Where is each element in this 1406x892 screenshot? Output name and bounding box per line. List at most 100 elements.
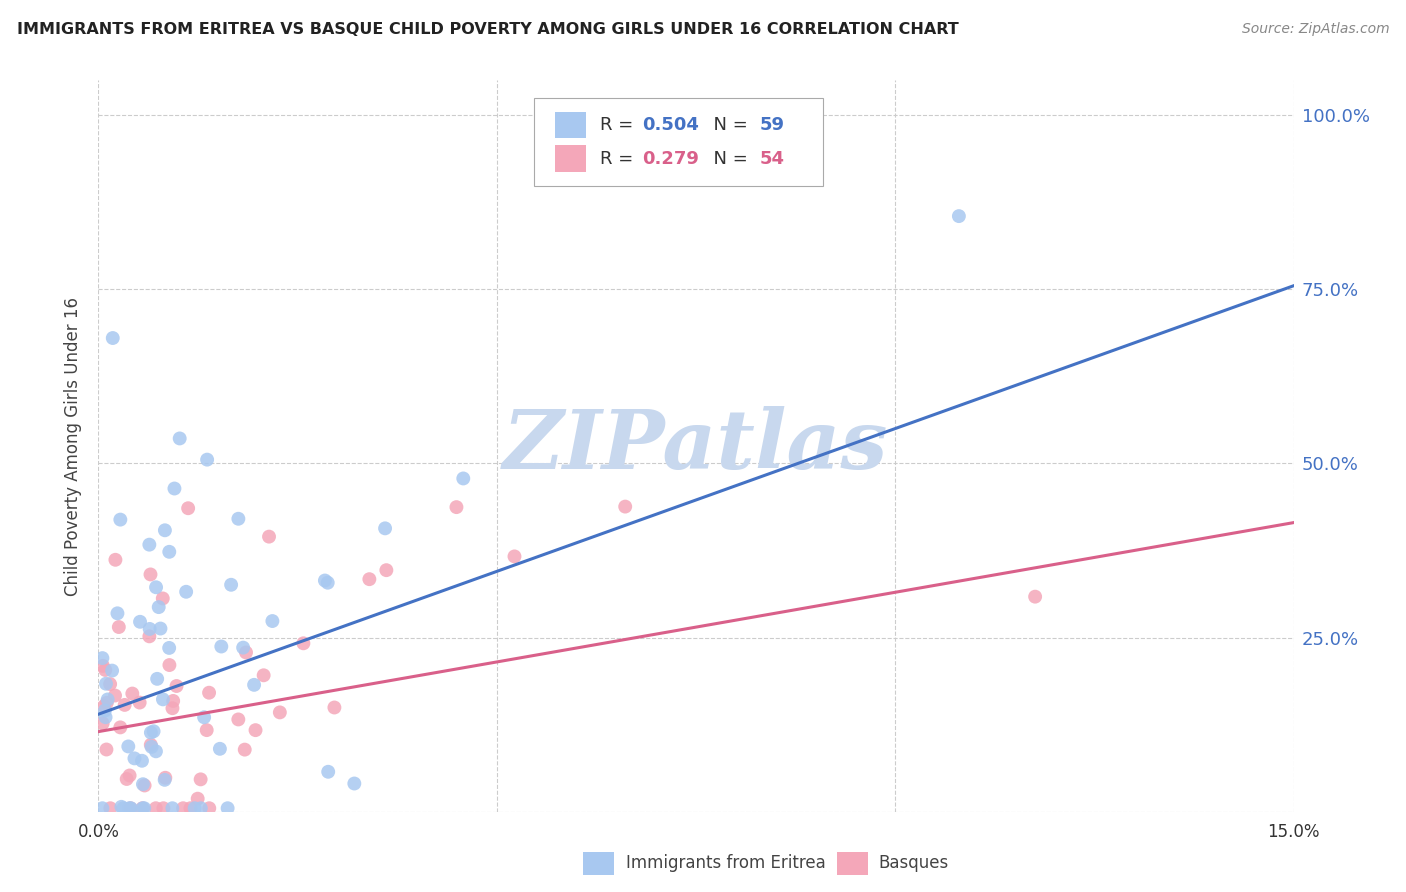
Point: [98, 801, 121, 815]
Point: [198, 686, 221, 700]
Point: [209, 640, 232, 654]
Point: [217, 801, 239, 815]
Point: [323, 700, 346, 714]
Point: [132, 777, 155, 791]
Point: [97, 692, 120, 706]
Point: [91, 651, 114, 665]
Text: N =: N =: [702, 116, 754, 134]
Point: [134, 779, 156, 793]
Point: [190, 772, 212, 787]
Point: [187, 791, 209, 805]
Point: [948, 209, 970, 223]
Point: [262, 614, 284, 628]
Point: [131, 754, 153, 768]
Point: [104, 689, 127, 703]
Point: [152, 692, 174, 706]
Point: [101, 664, 124, 678]
Point: [172, 801, 194, 815]
Point: [153, 772, 176, 787]
Point: [104, 553, 127, 567]
Point: [94, 676, 117, 690]
Point: [157, 658, 180, 673]
Point: [183, 801, 205, 815]
Point: [107, 607, 129, 621]
Point: [131, 801, 153, 815]
Point: [108, 620, 131, 634]
Point: [292, 636, 315, 650]
Point: [110, 720, 132, 734]
Point: [96, 696, 118, 710]
Text: Basques: Basques: [879, 855, 949, 872]
Point: [446, 500, 468, 515]
Point: [96, 742, 118, 756]
Point: [166, 679, 188, 693]
Point: [343, 776, 366, 790]
Point: [94, 663, 117, 677]
Point: [142, 724, 165, 739]
Point: [316, 764, 339, 779]
Point: [91, 658, 114, 673]
Text: Source: ZipAtlas.com: Source: ZipAtlas.com: [1241, 22, 1389, 37]
Point: [163, 482, 186, 496]
Point: [316, 575, 339, 590]
Point: [245, 723, 267, 738]
Point: [219, 578, 242, 592]
Point: [117, 739, 139, 754]
Point: [208, 741, 231, 756]
Text: Immigrants from Eritrea: Immigrants from Eritrea: [626, 855, 825, 872]
Point: [232, 640, 254, 655]
Point: [120, 801, 142, 815]
Point: [129, 615, 152, 629]
Point: [134, 801, 156, 815]
Point: [257, 530, 280, 544]
Point: [91, 716, 114, 731]
Text: 59: 59: [759, 116, 785, 134]
Point: [228, 512, 250, 526]
Point: [139, 725, 162, 739]
Point: [131, 801, 153, 815]
Point: [148, 600, 170, 615]
Point: [120, 801, 142, 815]
Point: [138, 538, 160, 552]
Point: [124, 751, 146, 765]
Text: 0.504: 0.504: [643, 116, 699, 134]
Point: [174, 584, 197, 599]
Point: [152, 801, 174, 815]
Point: [235, 645, 257, 659]
Point: [110, 513, 132, 527]
Point: [145, 801, 167, 815]
Point: [269, 706, 291, 720]
Text: 0.279: 0.279: [643, 150, 699, 168]
Point: [146, 672, 169, 686]
Point: [169, 432, 191, 446]
Point: [128, 696, 150, 710]
Point: [139, 567, 162, 582]
Point: [91, 801, 114, 815]
Point: [375, 563, 398, 577]
Point: [177, 501, 200, 516]
Point: [94, 703, 117, 717]
Point: [153, 523, 176, 537]
Point: [93, 699, 115, 714]
Point: [139, 738, 162, 752]
Point: [118, 768, 141, 782]
Point: [152, 591, 174, 606]
Point: [101, 331, 124, 345]
Point: [149, 622, 172, 636]
Point: [198, 801, 221, 815]
Point: [179, 801, 201, 815]
Point: [138, 629, 160, 643]
Point: [190, 801, 212, 815]
Point: [141, 739, 163, 754]
Point: [162, 701, 184, 715]
Point: [118, 801, 141, 815]
Point: [195, 452, 218, 467]
Point: [374, 521, 396, 535]
Text: R =: R =: [600, 116, 640, 134]
Point: [162, 694, 184, 708]
Point: [253, 668, 276, 682]
Text: ZIPatlas: ZIPatlas: [503, 406, 889, 486]
Point: [114, 698, 136, 712]
Point: [228, 713, 250, 727]
Point: [157, 545, 180, 559]
